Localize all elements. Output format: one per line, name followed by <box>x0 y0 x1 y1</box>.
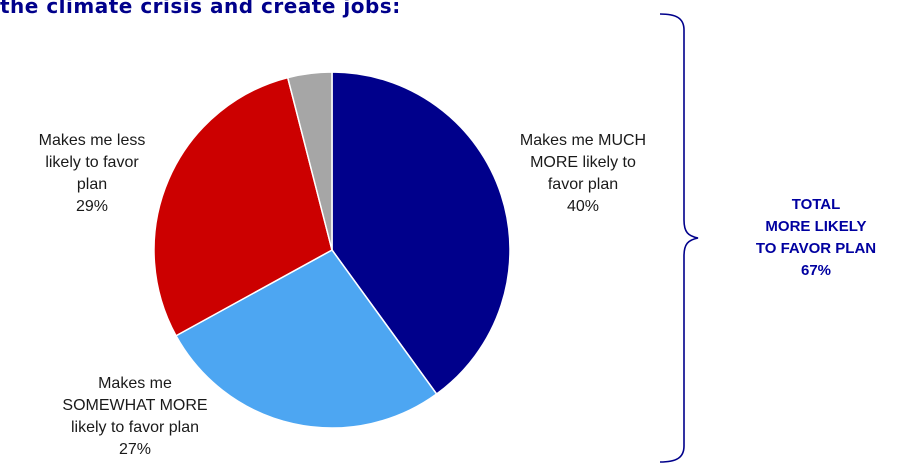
slice-label-line: Makes me <box>98 375 172 392</box>
slice-label-much-more: Makes me MUCH MORE likely to favor plan … <box>470 130 696 218</box>
total-brace <box>659 13 699 463</box>
slice-label-line: likely to favor plan <box>70 419 200 436</box>
slice-label-line: MORE likely to <box>530 154 636 171</box>
pie-slice-0 <box>331 71 511 396</box>
slice-label-line: favor plan <box>547 176 619 193</box>
slice-label-pct: 27% <box>118 441 152 458</box>
slice-label-line: Makes me MUCH <box>519 132 647 149</box>
slice-label-pct: 40% <box>566 198 600 215</box>
total-line: TOTAL <box>791 196 841 213</box>
slice-label-somewhat-more: Makes me SOMEWHAT MORE likely to favor p… <box>20 373 250 461</box>
slice-label-less: Makes me less likely to favor plan 29% <box>0 130 184 218</box>
slice-label-line: SOMEWHAT MORE <box>62 397 208 414</box>
total-line: TO FAVOR PLAN <box>755 240 877 257</box>
slice-label-line: Makes me less <box>38 132 146 149</box>
chart-title: the climate crisis and create jobs: <box>0 0 401 18</box>
pie-slice-3 <box>286 71 333 251</box>
total-line: MORE LIKELY <box>765 218 867 235</box>
total-value: 67% <box>800 262 832 279</box>
slice-label-line: plan <box>76 176 108 193</box>
slice-label-line: likely to favor <box>45 154 139 171</box>
pie-slice-2 <box>153 76 333 337</box>
total-more-likely: TOTAL MORE LIKELY TO FAVOR PLAN 67% <box>718 194 902 282</box>
pie-slices <box>153 71 511 429</box>
slice-label-pct: 29% <box>75 198 109 215</box>
pie-slice-1 <box>174 249 438 429</box>
